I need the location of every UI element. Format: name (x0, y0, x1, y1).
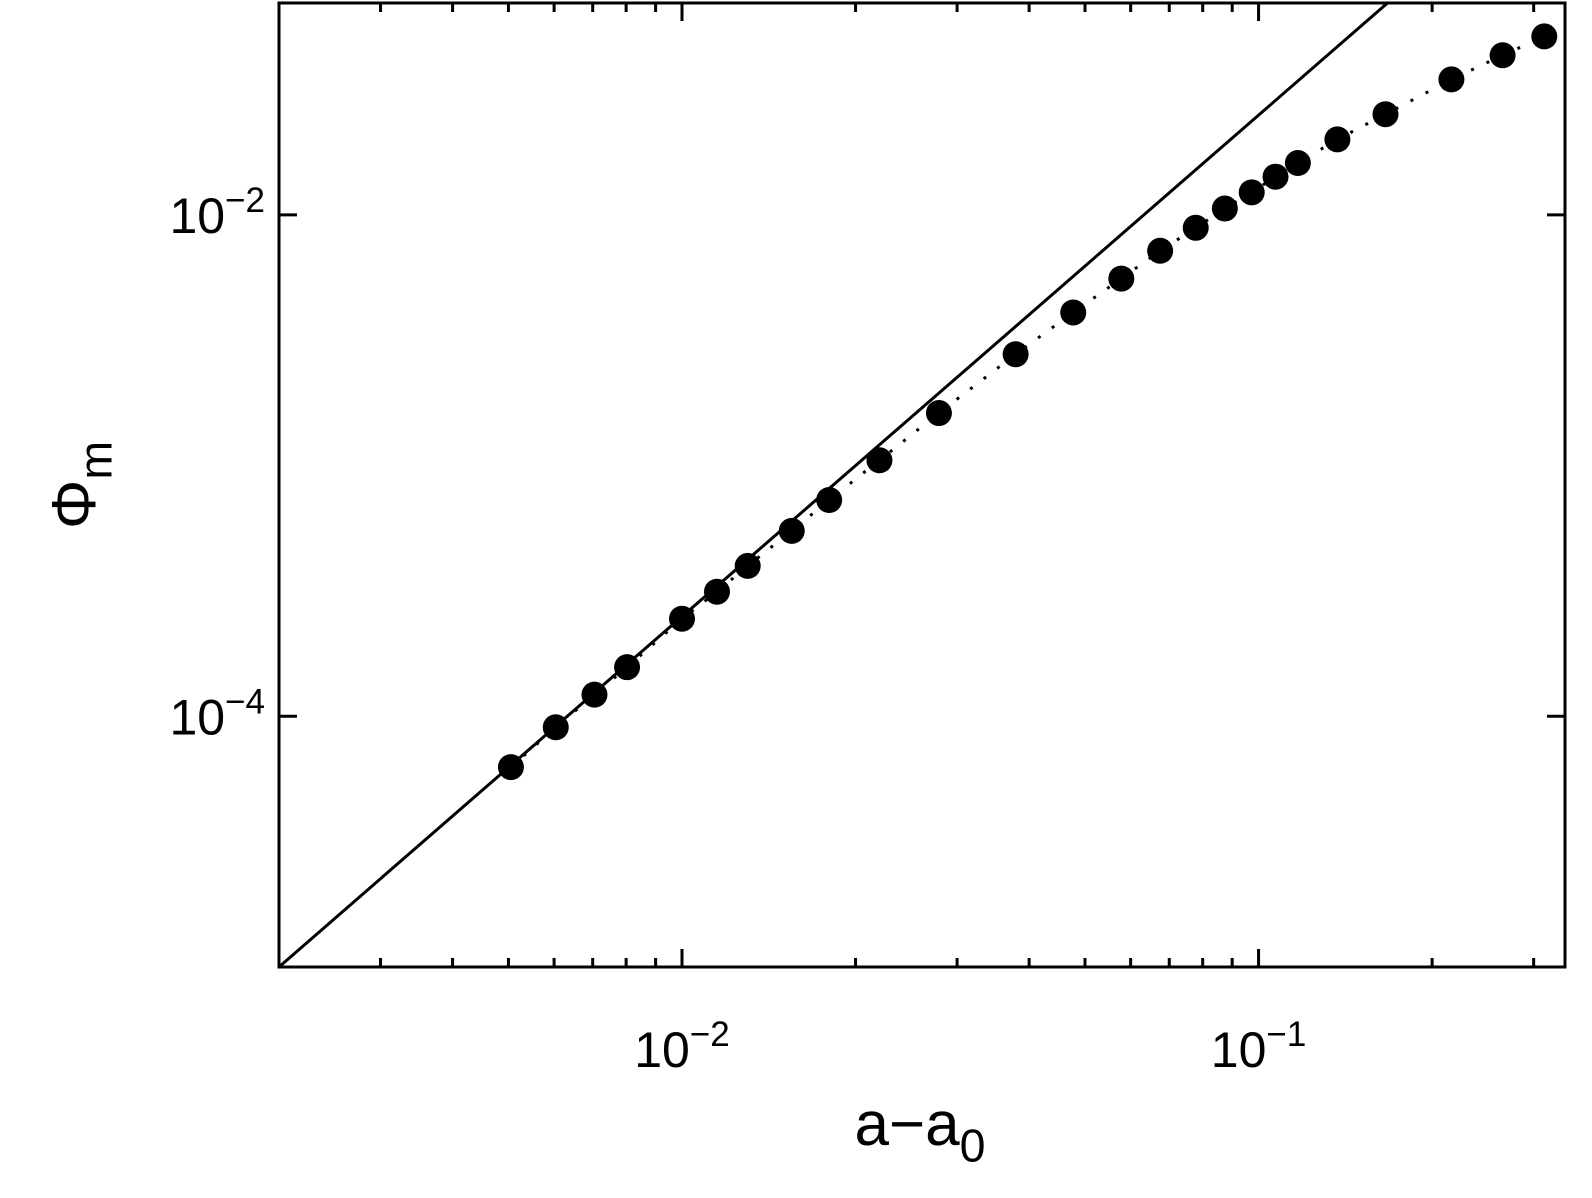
data-point (1238, 179, 1265, 206)
data-point (866, 447, 893, 474)
y-tick-label: 10−2 (169, 181, 265, 244)
x-tick-label: 10−1 (1211, 1015, 1307, 1078)
data-point (1489, 42, 1516, 69)
fit-line (279, 3, 1388, 967)
data-point (778, 517, 805, 544)
data-point (734, 552, 761, 579)
data-point (1262, 163, 1289, 190)
y-axis-label: Φm (40, 441, 121, 529)
x-axis-label: a−a0 (854, 1090, 985, 1171)
data-point (1284, 150, 1311, 177)
data-point (1182, 214, 1209, 241)
data-point (1438, 66, 1465, 93)
data-point (703, 578, 730, 605)
data-point (1060, 299, 1087, 326)
data-point (1211, 195, 1238, 222)
data-point (1324, 126, 1351, 153)
data-point (816, 486, 843, 513)
data-point (1002, 341, 1029, 368)
data-point (925, 400, 952, 427)
data-point (1372, 101, 1399, 128)
plot-frame (277, 1, 1567, 969)
data-point (614, 654, 641, 681)
y-tick-label: 10−4 (169, 682, 265, 745)
data-point (1108, 265, 1135, 292)
data-point (1147, 237, 1174, 264)
data-line (509, 35, 1545, 769)
x-tick-label: 10−2 (634, 1015, 730, 1078)
data-point (1531, 23, 1558, 50)
